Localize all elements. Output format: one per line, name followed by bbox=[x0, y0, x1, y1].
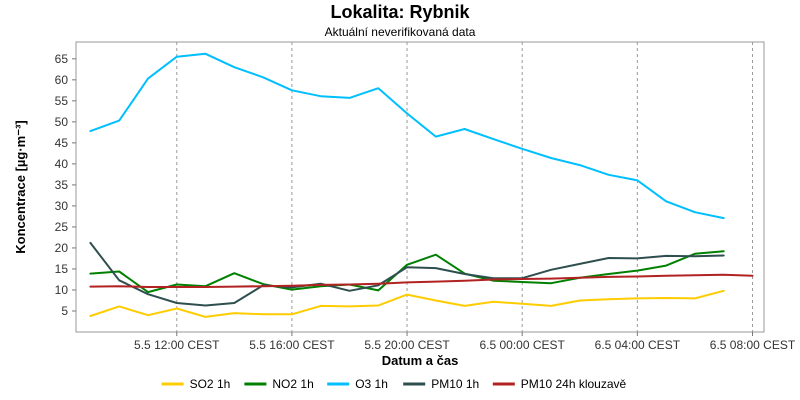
y-axis: 5 10 15 20 25 30 35 40 45 50 55 60 65 bbox=[55, 52, 76, 318]
y-tick-label: 50 bbox=[55, 115, 69, 129]
x-tick-label: 5.5 12:00 CEST bbox=[134, 338, 220, 352]
y-tick-label: 25 bbox=[55, 220, 69, 234]
y-tick-label: 35 bbox=[55, 178, 69, 192]
y-tick-label: 5 bbox=[61, 304, 68, 318]
y-tick-label: 20 bbox=[55, 241, 69, 255]
x-tick-label: 6.5 00:00 CEST bbox=[479, 338, 565, 352]
legend: SO2 1h NO2 1h O3 1h PM10 1h PM10 24h klouzav… bbox=[161, 377, 627, 391]
y-tick-label: 45 bbox=[55, 136, 69, 150]
legend-label: O3 1h bbox=[355, 377, 388, 391]
chart-title: Lokalita: Rybnik bbox=[330, 2, 470, 22]
legend-label: PM10 1h bbox=[431, 377, 479, 391]
x-axis: 5.5 12:00 CEST 5.5 16:00 CEST 5.5 20:00 CE… bbox=[134, 332, 796, 352]
series-line-4 bbox=[89, 273, 754, 288]
y-tick-label: 65 bbox=[55, 52, 69, 66]
x-axis-label: Datum a čas bbox=[382, 353, 459, 368]
y-tick-label: 60 bbox=[55, 73, 69, 87]
series-line-0 bbox=[89, 289, 725, 318]
chart-subtitle: Aktuální neverifikovaná data bbox=[325, 25, 476, 39]
x-tick-label: 5.5 16:00 CEST bbox=[249, 338, 335, 352]
series-group bbox=[89, 52, 754, 318]
series-line-1 bbox=[89, 250, 725, 294]
legend-label: SO2 1h bbox=[190, 377, 231, 391]
x-tick-label: 6.5 04:00 CEST bbox=[595, 338, 681, 352]
y-tick-label: 30 bbox=[55, 199, 69, 213]
y-axis-label: Koncentrace [µg·m⁻³] bbox=[13, 120, 28, 254]
legend-label: NO2 1h bbox=[272, 377, 313, 391]
x-tick-label: 6.5 08:00 CEST bbox=[710, 338, 796, 352]
y-tick-label: 40 bbox=[55, 157, 69, 171]
y-tick-label: 55 bbox=[55, 94, 69, 108]
y-tick-label: 10 bbox=[55, 283, 69, 297]
plot-area bbox=[75, 41, 765, 333]
x-tick-label: 5.5 20:00 CEST bbox=[364, 338, 450, 352]
legend-label: PM10 24h klouzavě bbox=[521, 377, 627, 391]
y-tick-label: 15 bbox=[55, 262, 69, 276]
grid bbox=[176, 42, 753, 332]
series-line-2 bbox=[89, 52, 725, 220]
series-line-3 bbox=[89, 241, 725, 307]
